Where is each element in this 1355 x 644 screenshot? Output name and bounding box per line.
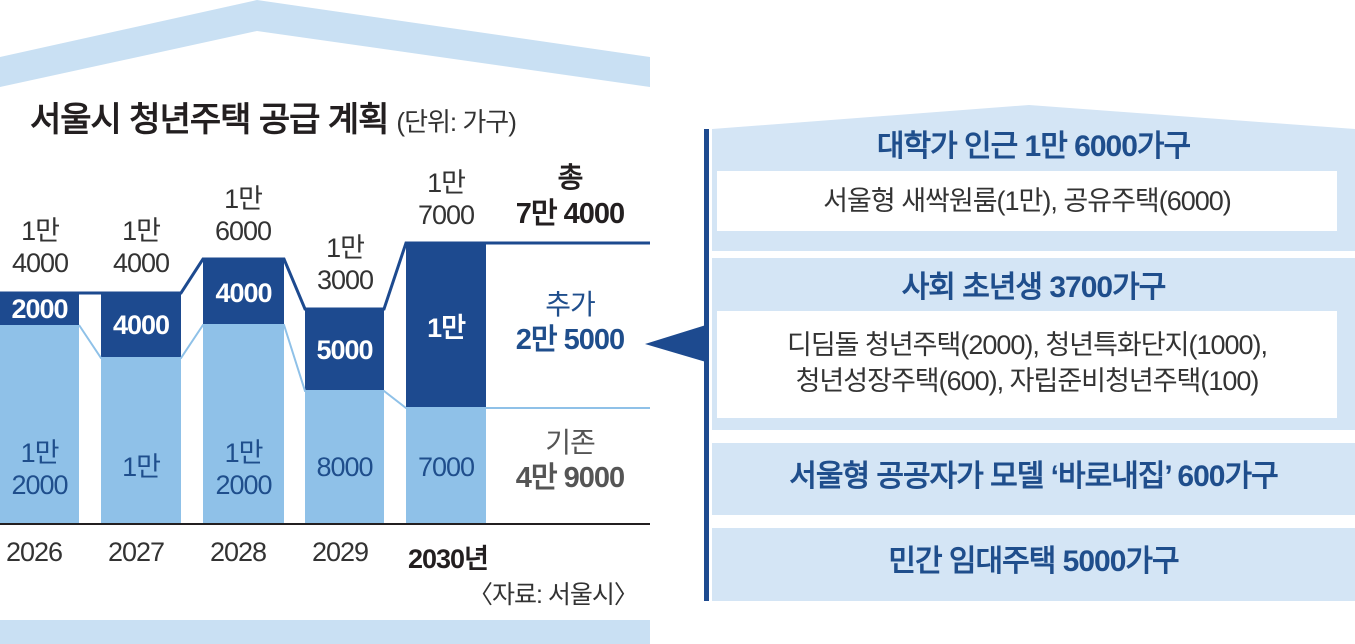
floor-bar [0,620,650,644]
panel-spine [704,129,709,601]
stacked-bar-chart [0,241,650,525]
total-label-2027: 1만 4000 [112,216,170,278]
total-label-2030: 1만 7000 [417,168,475,230]
year-2026: 2026 [6,537,63,567]
chart-title: 서울시 청년주택 공급 계획 (단위: 가구) [30,92,517,141]
panel-heading-private-rental: 민간 임대주택 5000가구 [888,545,1179,578]
panel-item-private-rental: 민간 임대주택 5000가구 [712,528,1355,601]
bar-existing-2028 [203,325,284,523]
unit-label: (단위: 가구) [396,107,516,137]
existing-connector-line [78,324,650,409]
legend-total-label: 총 [557,162,584,193]
bar-existing-2027 [101,358,181,523]
source-note: 〈자료: 서울시〉 [468,581,639,609]
existing-value-2026: 1만 2000 [11,438,68,500]
total-label-2026: 1만 4000 [11,216,69,278]
existing-value-2029: 8000 [316,452,373,482]
panel-detail-university: 서울형 새싹원룸(1만), 공유주택(6000) [717,171,1337,231]
bar-added-2030 [406,242,486,408]
year-2027: 2027 [108,537,165,567]
legend-existing-label: 기존 [545,427,596,458]
year-2029: 2029 [312,537,369,567]
legend-added: 추가 2만 5000 [495,288,645,358]
detail-text: 서울형 새싹원룸(1만), 공유주택(6000) [823,186,1232,216]
added-value-2029: 5000 [316,335,373,365]
detail-text: 청년성장주택(600), 자립준비청년주택(100) [795,366,1260,396]
legend-total-value: 7만 4000 [515,198,625,230]
bar-existing-2030 [406,408,486,523]
pointer-arrow-icon [645,325,706,362]
existing-value-2027: 1만 [122,452,161,482]
legend-added-label: 추가 [545,289,596,320]
panel-heading-university: 대학가 인근 1만 6000가구 [876,130,1191,163]
bar-added-2028 [203,258,284,325]
legend-total: 총 7만 4000 [495,160,645,232]
total-label-2029: 1만 3000 [316,233,374,295]
panel-item-baronaejip: 서울형 공공자가 모델 ‘바로내집’ 600가구 [712,443,1355,515]
total-connector-line [0,241,650,311]
roof-left [0,0,650,87]
bar-added-2029 [305,308,384,391]
added-value-2026: 2000 [11,294,68,324]
bar-added-2027 [101,292,181,358]
bar-existing-2029 [305,391,384,523]
existing-value-2030: 7000 [417,452,475,482]
title-text: 서울시 청년주택 공급 계획 [30,101,389,139]
existing-value-2028: 1만 2000 [215,438,272,500]
roof-right [712,105,1355,135]
detail-text: 디딤돌 청년주택(2000), 청년특화단지(1000), [786,330,1268,360]
legend-existing: 기존 4만 9000 [495,426,645,496]
bar-existing-2026 [0,325,79,523]
panel-heading-baronaejip: 서울형 공공자가 모델 ‘바로내집’ 600가구 [789,460,1278,493]
panel-detail-newgrads: 디딤돌 청년주택(2000), 청년특화단지(1000), 청년성장주택(600… [717,311,1337,418]
added-value-2027: 4000 [112,310,170,340]
panel-heading-newgrads: 사회 초년생 3700가구 [901,271,1167,304]
bar-added-2026 [0,292,79,325]
year-2028: 2028 [210,537,267,567]
year-2030: 2030년 [408,544,489,574]
legend-existing-value: 4만 9000 [515,462,625,494]
total-label-2028: 1만 6000 [214,184,272,246]
added-value-2028: 4000 [215,278,272,308]
added-value-2030: 1만 [427,313,466,343]
legend-added-value: 2만 5000 [515,324,625,356]
